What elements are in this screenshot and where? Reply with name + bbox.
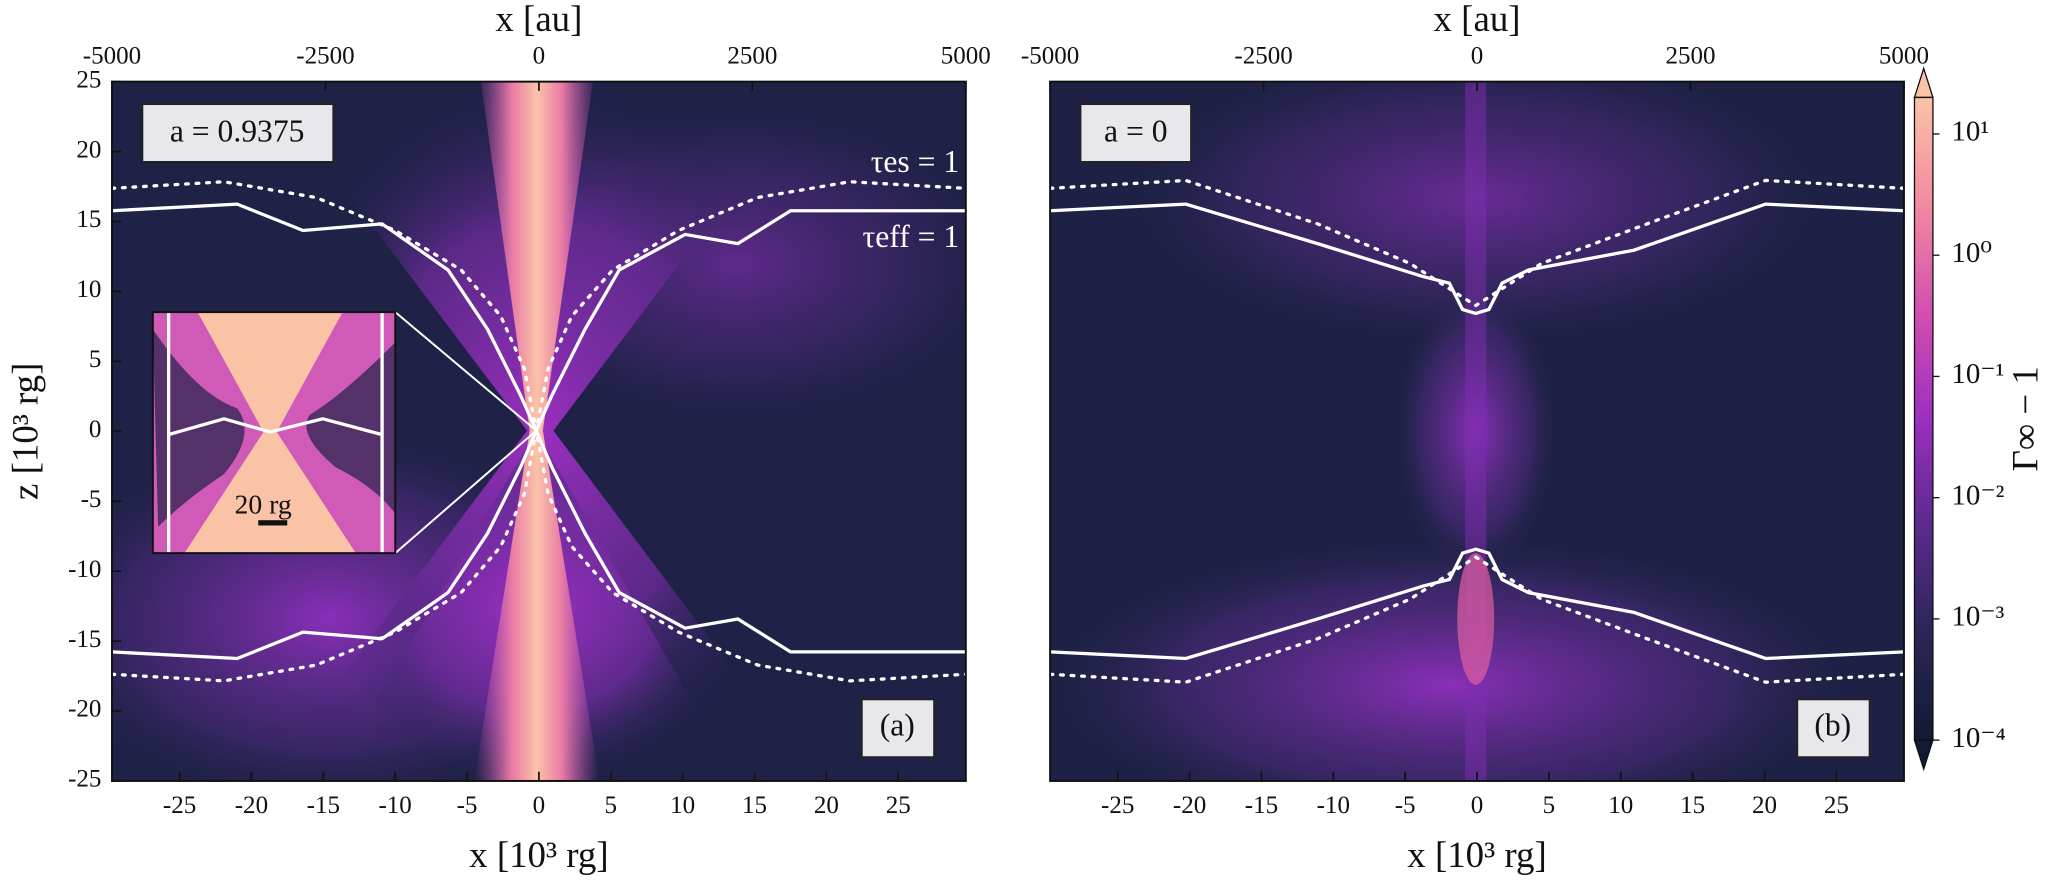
x2-tick-label: 0 [533,43,546,70]
x2-axis-label: x [au] [495,0,582,39]
scale-bar-label: 20 rg [235,488,292,519]
x2-tick-label: 5000 [941,43,991,70]
x2-tick-label: -5000 [83,43,141,70]
y-tick-label: 5 [89,346,102,373]
x-tick-label: -5 [1395,792,1416,819]
x-tick-label: 5 [605,792,618,819]
colorbar-extend-low [1913,739,1934,772]
y-tick-label: -5 [81,486,102,513]
y-axis-label: z [10³ rg] [4,363,45,500]
x-axis-label: x [10³ rg] [1407,834,1546,875]
x-tick-label: -25 [163,792,196,819]
colorbar-tick-label: 10⁻³ [1951,601,2004,633]
x-axis-label: x [10³ rg] [469,834,608,875]
x-tick-label: -10 [1317,792,1350,819]
x-tick-label: 10 [1608,792,1633,819]
colorbar-tick-label: 10⁻² [1951,479,2004,511]
colorbar-tick-label: 10⁻⁴ [1951,722,2005,754]
contour-label: τeff = 1 [863,219,960,254]
x-tick-label: -5 [457,792,478,819]
label-box: a = 0.9375 [170,114,305,149]
x-tick-label: 0 [1471,792,1484,819]
x-tick-label: 20 [814,792,839,819]
inset: 20 rg [151,311,537,555]
x-tick-label: -20 [1173,792,1206,819]
x-tick-label: 15 [1680,792,1705,819]
y-tick-label: 15 [76,206,101,233]
x2-tick-label: 0 [1471,43,1484,70]
x2-tick-label: -2500 [296,43,354,70]
x-tick-label: 5 [1543,792,1556,819]
x2-tick-label: 2500 [727,43,777,70]
x-tick-label: 20 [1752,792,1777,819]
x-tick-label: -15 [307,792,340,819]
y-tick-label: 25 [76,66,101,93]
x2-tick-label: -5000 [1021,43,1079,70]
y-tick-label: 0 [89,416,102,443]
y-tick-label: -10 [68,556,101,583]
x-tick-label: 15 [742,792,767,819]
annotations: a = 0.9375 (a) τes = 1 τeff = 1 a = 0 (b… [141,103,1871,759]
colorbar-tick-label: 10⁻¹ [1951,358,2004,390]
panel-label: (b) [1814,708,1851,743]
x-tick-label: -15 [1245,792,1278,819]
colorbar-tick-label: 10⁰ [1951,237,1992,269]
contour-label: τes = 1 [871,144,960,179]
panel-label: (a) [880,708,915,743]
x-tick-label: 0 [533,792,546,819]
label-box: a = 0 [1104,114,1167,149]
x-tick-label: -20 [235,792,268,819]
x-tick-label: 10 [670,792,695,819]
x-tick-label: -25 [1101,792,1134,819]
y-tick-label: 20 [76,136,101,163]
x2-tick-label: 5000 [1879,43,1929,70]
colorbar-label: Γ∞ − 1 [2005,366,2046,471]
colorbar-tick-label: 10¹ [1951,116,1989,148]
x2-tick-label: -2500 [1234,43,1292,70]
x-tick-label: 25 [886,792,911,819]
x-tick-label: -10 [378,792,411,819]
colorbar [1913,96,1934,741]
y-tick-label: -25 [68,766,101,793]
x-tick-label: 25 [1824,792,1849,819]
colorbar-extend-high [1913,66,1934,99]
y-tick-label: -15 [68,626,101,653]
heatmap-b [1050,81,1904,781]
y-tick-label: -20 [68,696,101,723]
y-tick-label: 10 [76,276,101,303]
x2-tick-label: 2500 [1665,43,1715,70]
x2-axis-label: x [au] [1434,0,1521,39]
